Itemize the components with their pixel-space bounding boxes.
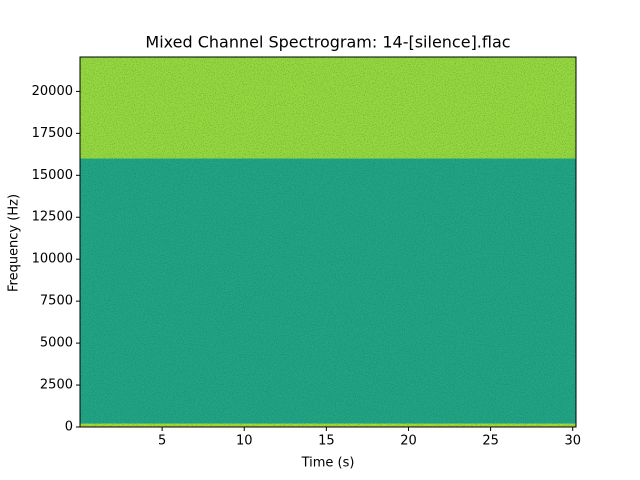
y-tick-label: 5000 [40,336,73,351]
y-tick-label: 17500 [32,126,73,141]
plot-area [80,57,576,427]
x-tick-label: 15 [318,434,335,449]
x-tick-label: 30 [564,434,581,449]
y-axis-label: Frequency (Hz) [7,194,22,292]
plot-frame [79,56,577,428]
y-tick-label: 2500 [40,378,73,393]
x-tick-label: 25 [482,434,499,449]
y-tick-label: 10000 [32,252,73,267]
y-tick-label: 20000 [32,84,73,99]
x-tick-label: 20 [400,434,417,449]
y-tick-label: 0 [65,420,73,435]
noise-texture [80,57,576,427]
x-tick-label: 5 [158,434,166,449]
y-tick-label: 12500 [32,210,73,225]
x-tick-label: 10 [236,434,253,449]
y-tick-label: 7500 [40,294,73,309]
x-axis-label: Time (s) [301,456,355,471]
chart-title: Mixed Channel Spectrogram: 14-[silence].… [145,33,510,52]
y-tick-label: 15000 [32,168,73,183]
